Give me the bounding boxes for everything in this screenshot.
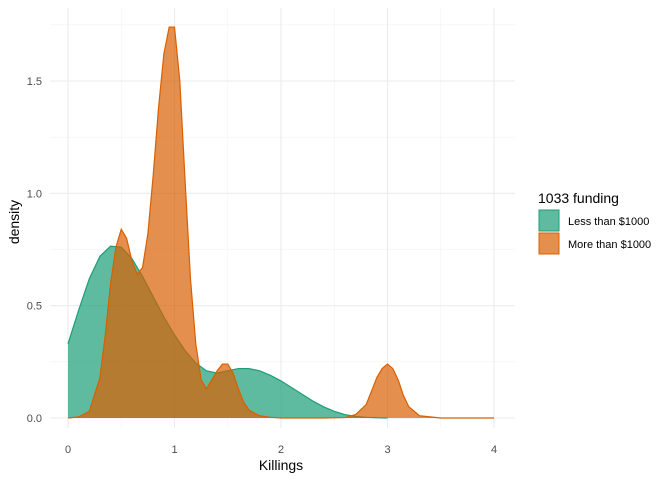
legend: 1033 funding Less than $1000 More than $… bbox=[538, 190, 651, 254]
x-tick-label: 3 bbox=[384, 444, 390, 456]
legend-key-more-than-1000 bbox=[539, 233, 559, 254]
y-tick-label: 1.0 bbox=[27, 188, 42, 200]
x-tick-label: 2 bbox=[278, 444, 284, 456]
x-tick-label: 0 bbox=[65, 444, 71, 456]
y-tick-label: 0.0 bbox=[27, 413, 42, 425]
y-tick-label: 0.5 bbox=[27, 301, 42, 313]
legend-key-less-than-1000 bbox=[539, 210, 559, 231]
x-tick-label: 4 bbox=[491, 444, 497, 456]
y-tick-label: 1.5 bbox=[27, 76, 42, 88]
x-axis-ticks: 0 1 2 3 4 bbox=[65, 444, 497, 456]
legend-label-more-than-1000: More than $1000 bbox=[568, 239, 651, 251]
legend-title: 1033 funding bbox=[538, 190, 619, 206]
y-axis-ticks: 0.0 0.5 1.0 1.5 bbox=[27, 76, 42, 425]
x-axis-title: Killings bbox=[259, 457, 303, 473]
x-tick-label: 1 bbox=[171, 444, 177, 456]
legend-label-less-than-1000: Less than $1000 bbox=[568, 216, 649, 228]
y-axis-title: density bbox=[6, 200, 22, 244]
